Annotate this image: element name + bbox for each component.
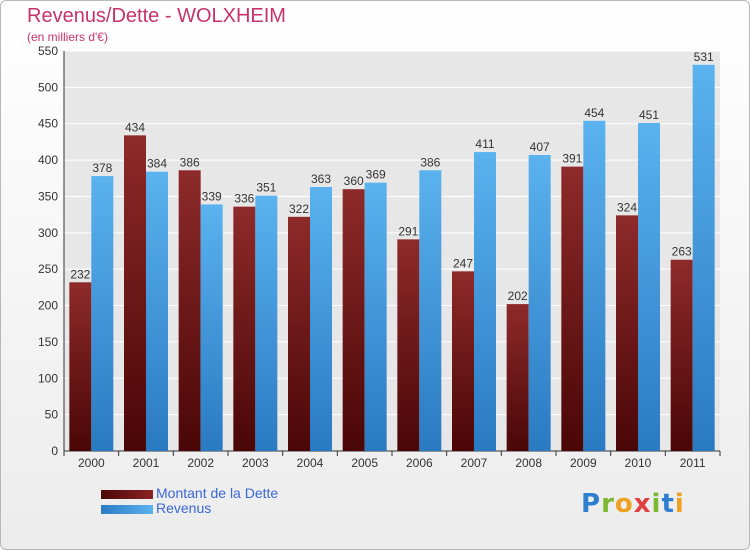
- x-tick-label-2011: 2011: [680, 456, 706, 470]
- data-label-dette-2007: 247: [453, 256, 473, 270]
- legend-swatch-revenus: [101, 505, 153, 514]
- bar-dette-2002: [178, 170, 201, 452]
- x-tick-label-2010: 2010: [625, 456, 652, 470]
- logo-letter: r: [601, 489, 615, 519]
- y-tick-label-250: 250: [38, 262, 58, 276]
- data-label-dette-2001: 434: [125, 120, 145, 134]
- bar-dette-2007: [452, 271, 474, 451]
- x-tick-label-2006: 2006: [406, 456, 433, 470]
- data-label-dette-2010: 324: [617, 200, 637, 214]
- bar-revenus-2006: [419, 170, 442, 452]
- bar-dette-2008: [506, 304, 529, 451]
- data-label-revenus-2007: 411: [475, 137, 494, 151]
- data-label-dette-2000: 232: [70, 267, 90, 281]
- data-label-revenus-2003: 351: [256, 181, 276, 195]
- bar-revenus-2005: [364, 182, 387, 452]
- bar-revenus-2010: [638, 123, 660, 451]
- logo-letter: o: [614, 489, 634, 519]
- data-label-revenus-2002: 339: [202, 189, 222, 203]
- x-tick-label-2004: 2004: [297, 456, 324, 470]
- proxiti-logo: Proxiti: [581, 489, 685, 519]
- bar-dette-2011: [670, 259, 693, 451]
- bar-dette-2003: [233, 206, 256, 451]
- data-label-revenus-2004: 363: [311, 172, 331, 186]
- plot-area: [64, 51, 720, 451]
- x-tick-label-2003: 2003: [242, 456, 269, 470]
- data-label-revenus-2010: 451: [639, 108, 659, 122]
- bar-revenus-2011: [692, 64, 715, 451]
- bar-dette-2009: [561, 166, 584, 452]
- data-label-dette-2009: 391: [562, 152, 582, 166]
- data-label-revenus-2005: 369: [366, 168, 386, 182]
- data-label-dette-2005: 360: [344, 174, 364, 188]
- bar-dette-2010: [616, 215, 638, 451]
- bar-dette-2001: [124, 135, 146, 451]
- y-tick-label-500: 500: [38, 80, 58, 94]
- bar-revenus-2004: [310, 187, 332, 451]
- y-tick-label-400: 400: [38, 153, 58, 167]
- y-tick-label-450: 450: [38, 117, 58, 131]
- data-label-dette-2004: 322: [289, 202, 309, 216]
- chart-subtitle: (en milliers d'€): [27, 30, 108, 44]
- y-tick-label-0: 0: [51, 444, 58, 458]
- y-tick-label-300: 300: [38, 226, 58, 240]
- y-tick-label-50: 50: [45, 408, 59, 422]
- bar-revenus-2000: [91, 176, 114, 451]
- logo-letter: i: [651, 489, 662, 519]
- x-tick-label-2005: 2005: [351, 456, 378, 470]
- logo-letter: P: [581, 489, 602, 519]
- x-tick-label-2002: 2002: [187, 456, 214, 470]
- bar-revenus-2007: [474, 152, 496, 451]
- data-label-revenus-2009: 454: [584, 106, 604, 120]
- legend-label-revenus: Revenus: [156, 500, 212, 516]
- bar-revenus-2003: [255, 195, 278, 451]
- logo-letter: t: [661, 489, 675, 519]
- x-tick-label-2001: 2001: [133, 456, 160, 470]
- legend-swatch-dette: [101, 490, 153, 499]
- data-label-revenus-2006: 386: [420, 155, 440, 169]
- bar-revenus-2008: [528, 155, 551, 451]
- bar-dette-2004: [288, 216, 310, 451]
- data-label-revenus-2000: 378: [92, 161, 112, 175]
- data-label-dette-2011: 263: [672, 245, 692, 259]
- y-tick-label-350: 350: [38, 189, 58, 203]
- bar-dette-2000: [69, 282, 92, 451]
- bar-dette-2006: [397, 239, 420, 451]
- bar-revenus-2002: [200, 204, 223, 451]
- x-tick-label-2009: 2009: [570, 456, 597, 470]
- y-tick-label-550: 550: [38, 44, 58, 58]
- data-label-revenus-2001: 384: [147, 157, 167, 171]
- bar-dette-2005: [342, 189, 365, 451]
- data-label-dette-2002: 386: [180, 155, 200, 169]
- logo-letter: i: [674, 489, 685, 519]
- data-label-revenus-2011: 531: [694, 50, 714, 64]
- x-tick-label-2008: 2008: [515, 456, 542, 470]
- data-label-dette-2006: 291: [398, 224, 418, 238]
- y-tick-label-150: 150: [38, 335, 58, 349]
- bar-revenus-2001: [146, 171, 168, 451]
- logo-letter: x: [633, 489, 652, 519]
- y-tick-label-200: 200: [38, 299, 58, 313]
- legend-label-dette: Montant de la Dette: [156, 485, 279, 501]
- data-label-revenus-2008: 407: [530, 140, 550, 154]
- data-label-dette-2003: 336: [234, 192, 254, 206]
- bar-revenus-2009: [583, 120, 606, 452]
- data-label-dette-2008: 202: [508, 289, 528, 303]
- y-tick-label-100: 100: [38, 371, 58, 385]
- x-tick-label-2000: 2000: [78, 456, 105, 470]
- chart-title: Revenus/Dette - WOLXHEIM: [27, 5, 286, 27]
- x-tick-label-2007: 2007: [461, 456, 488, 470]
